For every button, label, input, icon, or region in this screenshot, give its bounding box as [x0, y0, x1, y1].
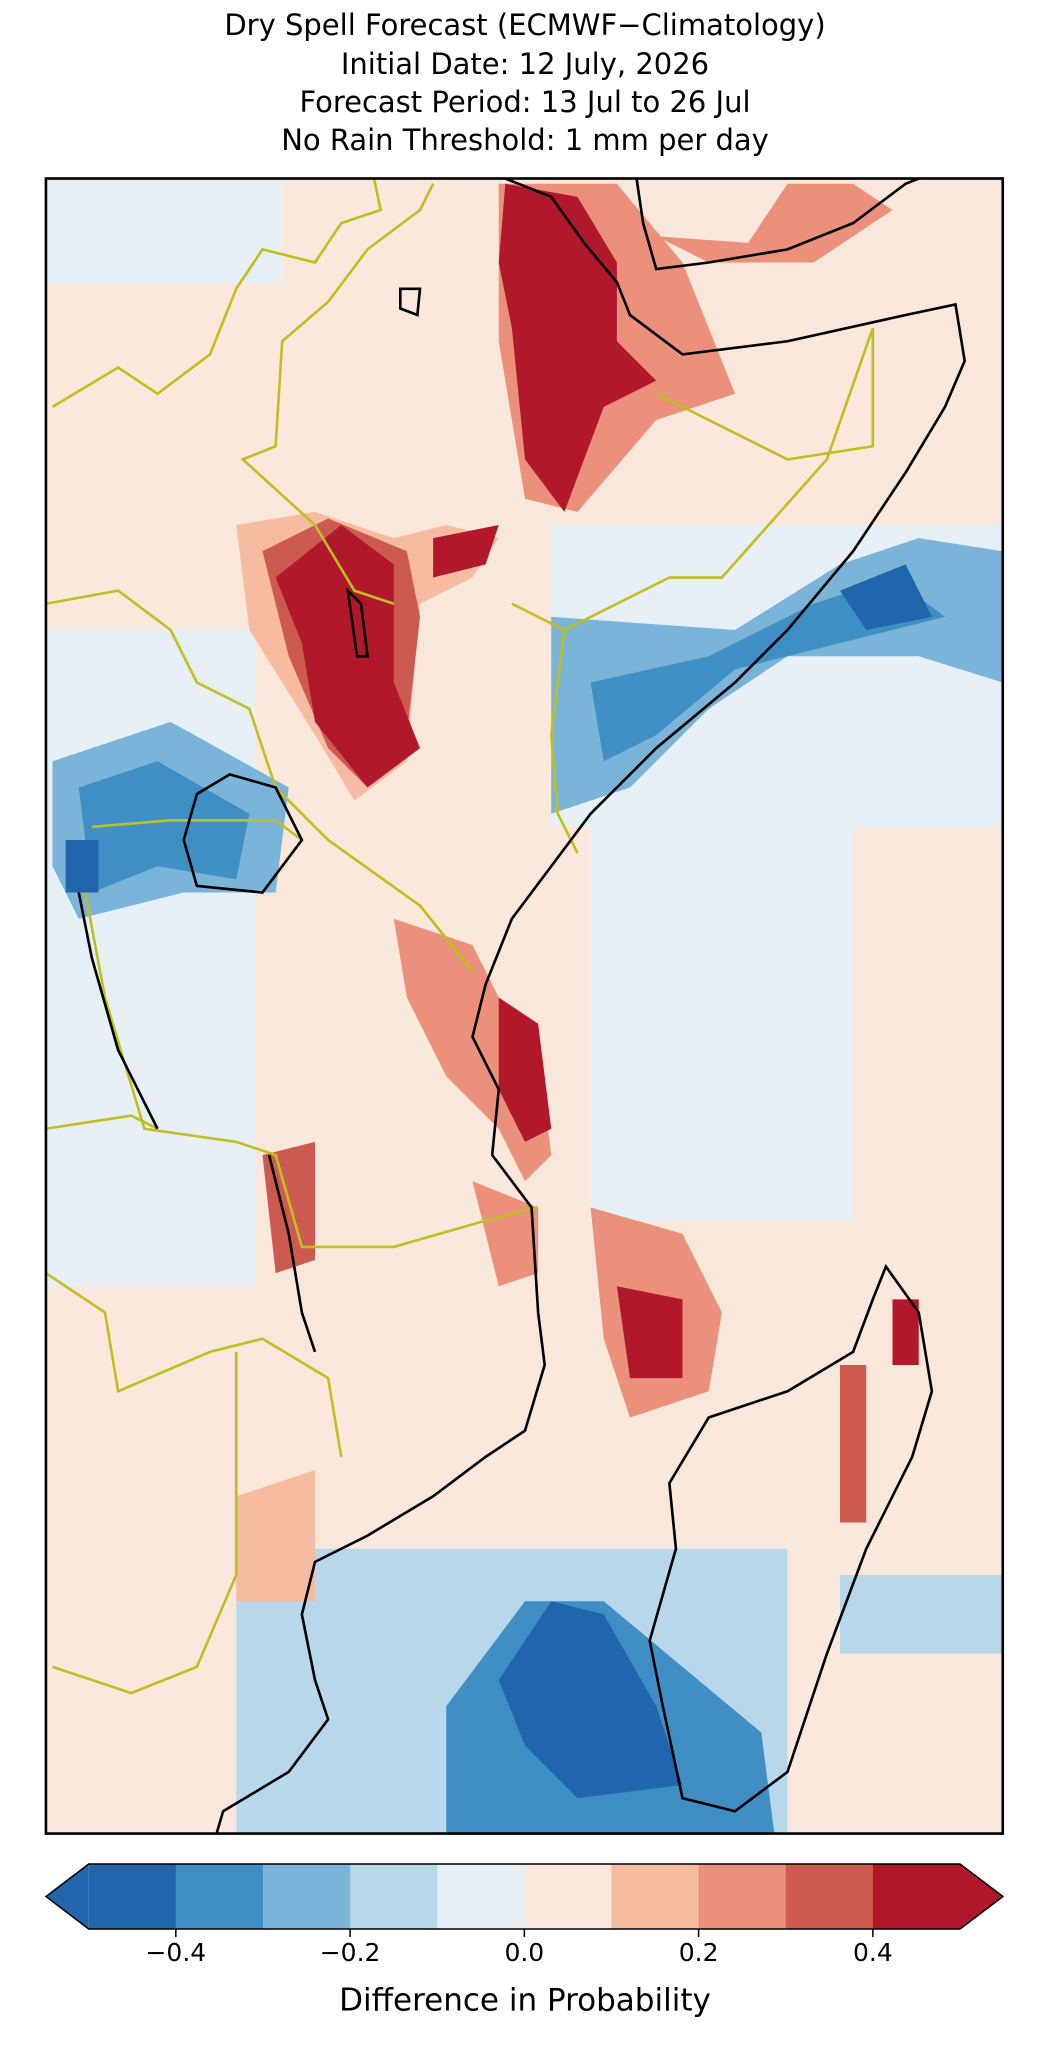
- colorbar-segment: [437, 1864, 525, 1929]
- colorbar-tick-label: −0.4: [145, 1938, 206, 1967]
- colorbar-segment: [88, 1864, 177, 1929]
- colorbar-outline: [44, 1863, 1005, 1930]
- chart-subtitle: Forecast Period: 13 Jul to 26 Jul: [299, 85, 750, 119]
- colorbar-segment: [872, 1864, 961, 1929]
- colorbar-segment: [350, 1864, 438, 1929]
- field: [45, 178, 1003, 1834]
- chart-subtitle: No Rain Threshold: 1 mm per day: [281, 123, 769, 157]
- colorbar-segment: [785, 1864, 874, 1929]
- colorbar: −0.4 −0.2 0.0 0.2 0.4 Difference in Probabili…: [44, 1863, 1005, 2019]
- borders: [45, 178, 875, 1695]
- colorbar-tick-label: −0.2: [320, 1938, 381, 1967]
- colorbar-segment: [698, 1864, 787, 1929]
- colorbar-tick-label: 0.4: [853, 1938, 893, 1967]
- map: [44, 177, 1005, 1835]
- colorbar-segment: [175, 1864, 264, 1929]
- colorbar-extend-high: [960, 1864, 1003, 1929]
- chart-title: Dry Spell Forecast (ECMWF−Climatology): [224, 8, 825, 42]
- coastline: [77, 178, 967, 1834]
- chart-subtitle: Initial Date: 12 July, 2026: [341, 47, 709, 81]
- colorbar-segment: [524, 1864, 612, 1929]
- map-frame: [44, 177, 1005, 1835]
- colorbar-label: Difference in Probability: [339, 1983, 711, 2019]
- colorbar-tick-label: 0.0: [504, 1938, 544, 1967]
- colorbar-tick-label: 0.2: [679, 1938, 719, 1967]
- colorbar-segment: [611, 1864, 700, 1929]
- colorbar-extend-low: [46, 1864, 89, 1929]
- colorbar-segment: [262, 1864, 351, 1929]
